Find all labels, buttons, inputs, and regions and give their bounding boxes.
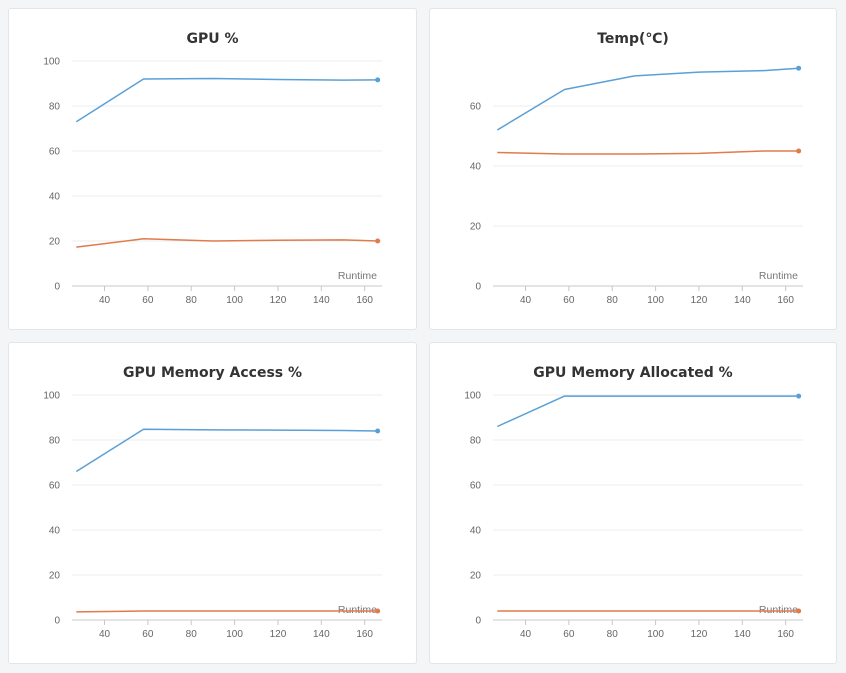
x-tick-label: 80 [186,295,198,306]
chart-title: GPU Memory Allocated % [533,365,733,381]
y-tick-label: 100 [464,391,481,402]
y-tick-label: 20 [49,571,61,582]
y-tick-label: 60 [470,481,482,492]
x-tick-label: 100 [226,295,243,306]
series-line-1 [75,77,378,123]
chart-gpu-memory-allocated: 0 20 40 60 80 100 40 60 80 100 120 140 160 Runtime [464,391,803,640]
x-tick-label: 140 [313,295,330,306]
series-end-point-2 [796,148,802,154]
x-tick-label: 120 [691,629,708,640]
x-tick-label: 160 [777,629,794,640]
y-tick-label: 0 [475,282,481,293]
series-end-point-1 [796,393,802,399]
y-tick-label: 40 [470,526,482,537]
x-tick-label: 100 [647,295,664,306]
series-line-2 [76,238,378,248]
series-end-point-2 [375,608,381,614]
series-end-point-1 [796,65,802,71]
chart-panel-temp: Temp(℃) 0 20 40 60 40 60 80 100 120 140 160 Runtime [429,8,837,330]
x-tick-label: 80 [607,295,619,306]
x-tick-label: 80 [607,629,619,640]
y-tick-label: 100 [43,391,60,402]
x-axis-label: Runtime [759,270,798,282]
x-tick-label: 160 [777,295,794,306]
x-tick-label: 160 [356,629,373,640]
x-tick-label: 60 [142,629,154,640]
x-tick-label: 40 [520,295,532,306]
x-tick-label: 40 [99,295,111,306]
series-end-point-2 [796,608,802,614]
x-tick-label: 120 [691,295,708,306]
x-tick-label: 160 [356,295,373,306]
y-tick-label: 0 [54,282,60,293]
y-tick-label: 40 [49,526,61,537]
y-tick-label: 60 [49,481,61,492]
x-tick-label: 120 [270,295,287,306]
chart-panel-gpu: GPU % 0 20 40 60 80 100 40 60 80 100 120 140 160 Runt… [8,8,417,330]
x-tick-label: 60 [142,295,154,306]
x-tick-label: 100 [226,629,243,640]
y-tick-label: 40 [49,192,61,203]
chart-title: GPU % [186,31,239,47]
y-tick-label: 20 [49,237,61,248]
y-tick-label: 0 [475,616,481,627]
x-tick-label: 140 [734,629,751,640]
y-tick-label: 0 [54,616,60,627]
x-tick-label: 60 [563,629,575,640]
y-tick-label: 80 [49,102,61,113]
chart-title: GPU Memory Access % [122,365,303,381]
x-tick-label: 140 [313,629,330,640]
chart-gpu-memory-access: 0 20 40 60 80 100 40 60 80 100 120 140 160 Runtime [43,391,382,640]
series-line-1 [496,67,799,131]
chart-panel-gpu-memory-access: GPU Memory Access % 0 20 40 60 80 100 40 60 80 10… [8,342,417,664]
series-line-1 [496,395,799,428]
y-tick-label: 20 [470,222,482,233]
series-line-2 [76,610,378,613]
series-line-1 [75,428,378,473]
chart-gpu: 0 20 40 60 80 100 40 60 80 100 120 140 160 Runtime [43,57,382,306]
y-tick-label: 40 [470,162,482,173]
x-tick-label: 40 [99,629,111,640]
y-tick-label: 60 [470,102,482,113]
y-tick-label: 100 [43,57,60,68]
x-tick-label: 120 [270,629,287,640]
series-end-point-2 [375,238,381,244]
x-axis-label: Runtime [338,270,377,282]
x-tick-label: 80 [186,629,198,640]
series-end-point-1 [375,77,381,83]
y-tick-label: 20 [470,571,482,582]
chart-panel-gpu-memory-allocated: GPU Memory Allocated % 0 20 40 60 80 100 40 60 8… [429,342,837,664]
y-tick-label: 60 [49,147,61,158]
series-end-point-1 [375,428,381,434]
y-tick-label: 80 [470,436,482,447]
y-tick-label: 80 [49,436,61,447]
x-tick-label: 100 [647,629,664,640]
x-axis-label: Runtime [759,604,798,616]
chart-temp: 0 20 40 60 40 60 80 100 120 140 160 Runtime [470,65,803,306]
x-axis-label: Runtime [338,604,377,616]
x-tick-label: 40 [520,629,532,640]
chart-title: Temp(℃) [597,31,669,47]
series-line-2 [497,150,799,155]
x-tick-label: 140 [734,295,751,306]
x-tick-label: 60 [563,295,575,306]
